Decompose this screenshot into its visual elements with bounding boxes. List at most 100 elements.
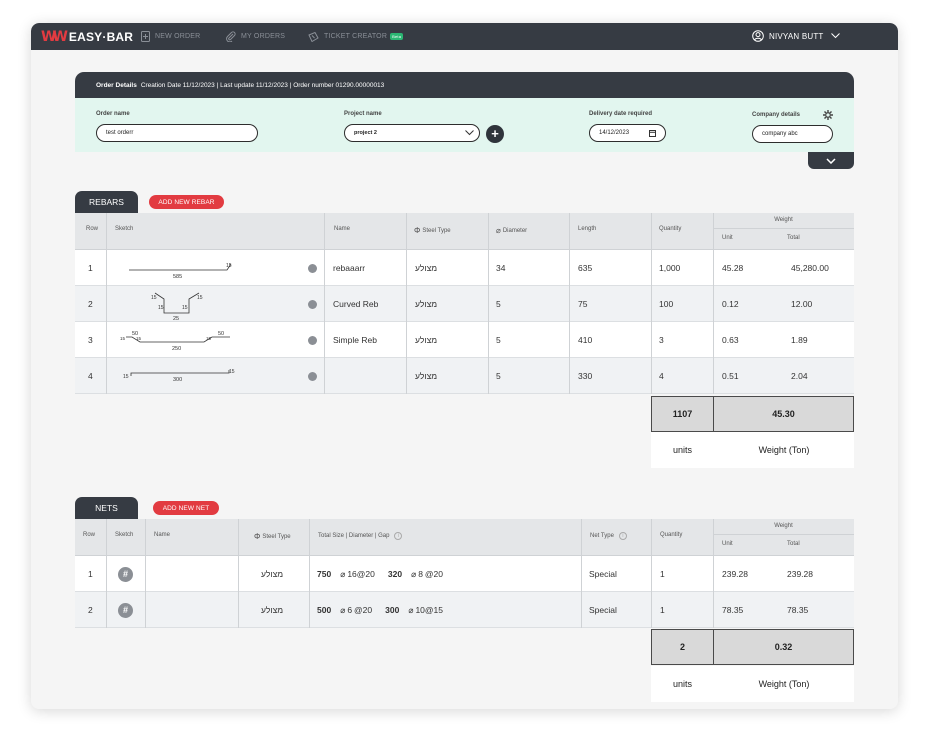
net-size: 500 ⌀ 6 @20 300 ⌀ 10 @15 (317, 592, 443, 628)
nets-total-quantity: 2 (651, 629, 714, 665)
paperclip-icon (226, 31, 236, 42)
net-type: Special (589, 605, 617, 615)
company-details-label: Company details (752, 112, 801, 118)
add-new-rebar-button[interactable]: ADD NEW REBAR (149, 195, 224, 209)
top-bar: WW EASY·BAR NEW ORDER MY ORDERS TICKET C… (31, 23, 898, 50)
logo-text: EASY·BAR (68, 29, 134, 44)
sketch-label: 50 (132, 331, 138, 337)
diameter: 5 (496, 371, 501, 381)
steel-type-icon: Φ (414, 226, 421, 235)
info-icon[interactable]: i (394, 532, 403, 540)
sketch-label: 25 (173, 316, 179, 321)
row-number: 2 (88, 299, 93, 309)
new-order-icon (141, 31, 150, 42)
header-net-type-label: Net Type (590, 533, 614, 539)
quantity: 1 (660, 569, 665, 579)
sketch-label: 15 (136, 336, 142, 341)
zoom-sketch-icon[interactable] (308, 264, 317, 273)
table-row[interactable] (75, 322, 854, 358)
table-row[interactable] (75, 556, 854, 592)
diameter-icon: ⌀ (411, 568, 417, 579)
company-details-input[interactable]: company abc (752, 125, 833, 143)
unit-weight: 0.12 (722, 299, 739, 309)
header-weight: Weight (774, 217, 793, 223)
length: 635 (578, 263, 593, 273)
sketch-label: 15 (182, 305, 188, 311)
quantity: 3 (659, 335, 664, 345)
logo[interactable]: WW EASY·BAR (41, 28, 134, 45)
rebar-name: Simple Reb (333, 335, 377, 345)
rebars-tab[interactable]: REBARS (75, 191, 138, 213)
project-name-value: project 2 (354, 130, 377, 136)
diameter-2: 10 (415, 605, 425, 615)
delivery-date-input[interactable]: 14/12/2023 (589, 124, 666, 142)
nav-new-order[interactable]: NEW ORDER (141, 30, 200, 43)
net-sketch-icon[interactable]: # (118, 567, 133, 582)
diameter-icon: ⌀ (340, 568, 346, 579)
sketch-label: 15 (158, 305, 164, 311)
gear-icon[interactable] (823, 110, 833, 120)
rebar-name: rebaaarr (333, 263, 366, 273)
size-1: 500 (317, 605, 332, 615)
table-row[interactable] (75, 358, 854, 394)
steel-type-icon: Φ (254, 532, 261, 541)
nav-ticket-creator-label: TICKET CREATOR (324, 33, 388, 40)
sketch-label: 15 (197, 295, 203, 301)
diameter: 5 (496, 299, 501, 309)
logo-mark-icon: WW (41, 28, 68, 45)
total-weight: 2.04 (791, 371, 808, 381)
rebar-name: Curved Reb (333, 299, 379, 309)
rebars-weight-label: Weight (Ton) (714, 432, 854, 468)
diameter-1: 16 (347, 569, 357, 579)
gap-2: @15 (424, 605, 444, 615)
table-row[interactable] (75, 286, 854, 322)
info-icon[interactable]: i (618, 532, 627, 540)
diameter: 5 (496, 335, 501, 345)
row-number: 1 (88, 263, 93, 273)
ticket-icon (308, 31, 319, 42)
net-sketch-icon[interactable]: # (118, 603, 133, 618)
quantity: 1,000 (659, 263, 681, 273)
nav-ticket-creator[interactable]: TICKET CREATOR Beta (308, 30, 404, 43)
user-avatar-icon (752, 30, 764, 42)
nets-tab[interactable]: NETS (75, 497, 138, 519)
table-row[interactable] (75, 250, 854, 286)
rebar-sketch: 50 50 15 15 15 250 (120, 331, 230, 352)
zoom-sketch-icon[interactable] (308, 300, 317, 309)
nav-my-orders[interactable]: MY ORDERS (225, 30, 285, 43)
header-quantity: Quantity (660, 532, 683, 538)
header-weight: Weight (774, 523, 793, 529)
sketch-label: 300 (173, 377, 182, 383)
order-name-input[interactable]: test orderr (96, 124, 258, 142)
expand-order-button[interactable] (808, 152, 854, 169)
zoom-sketch-icon[interactable] (308, 336, 317, 345)
quantity: 100 (659, 299, 674, 309)
diameter-icon: ⌀ (496, 226, 501, 235)
header-diameter: ⌀ Diameter (496, 226, 527, 235)
header-steel-type: Φ Steel Type (414, 226, 451, 235)
sketch-label: 15 (151, 295, 157, 301)
length: 410 (578, 335, 593, 345)
rebar-sketch: 15 15 15 15 25 (151, 292, 203, 321)
sketch-label: 15 (123, 374, 129, 380)
header-net-type: Net Type i (590, 532, 627, 540)
order-details-title: Order Details (96, 81, 137, 89)
sketch-label: 15 (206, 336, 212, 341)
rebars-table: Row Sketch Name Φ Steel Type ⌀ Diameter Le… (75, 213, 854, 396)
add-project-button[interactable]: + (486, 125, 504, 143)
steel-type: מצולע (415, 263, 438, 273)
steel-type: מצולע (415, 299, 438, 309)
unit-weight: 78.35 (722, 605, 744, 615)
header-quantity: Quantity (659, 226, 682, 232)
rebars-total-weight: 45.30 (713, 396, 854, 432)
user-menu[interactable]: NIVYAN BUTT (752, 29, 845, 43)
diameter-icon: ⌀ (340, 604, 346, 615)
sketch-label: 250 (172, 346, 181, 352)
table-row[interactable] (75, 592, 854, 628)
nets-units-label: units (651, 666, 714, 702)
nets-weight-label: Weight (Ton) (714, 666, 854, 702)
zoom-sketch-icon[interactable] (308, 372, 317, 381)
project-name-select[interactable]: project 2 (344, 124, 480, 142)
add-new-net-button[interactable]: ADD NEW NET (153, 501, 219, 515)
steel-type: מצולע (415, 335, 438, 345)
